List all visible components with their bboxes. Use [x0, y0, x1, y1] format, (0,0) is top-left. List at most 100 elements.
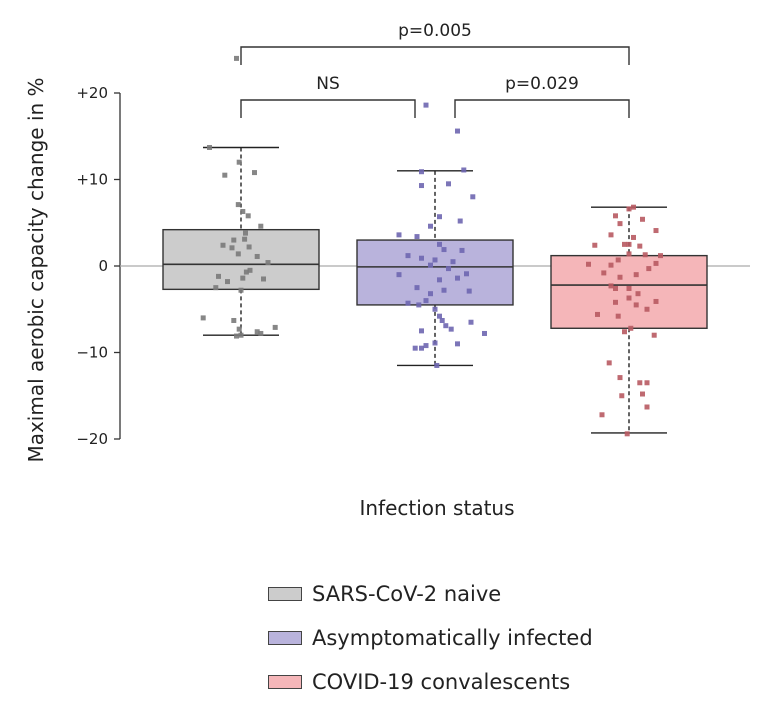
data-point	[617, 274, 623, 280]
box-group	[356, 170, 514, 367]
data-point	[441, 247, 447, 253]
data-point	[482, 330, 487, 336]
data-point	[441, 287, 447, 293]
data-point	[437, 241, 442, 247]
data-point	[258, 330, 264, 336]
data-point	[439, 317, 445, 323]
data-point	[468, 319, 474, 325]
data-point	[624, 431, 630, 437]
data-point	[419, 183, 424, 189]
data-point	[628, 325, 634, 331]
x-axis-title: Infection status	[359, 496, 514, 520]
data-point	[448, 326, 454, 332]
data-point	[265, 260, 271, 266]
data-point	[617, 221, 623, 227]
data-point	[240, 209, 246, 215]
data-point	[466, 288, 472, 294]
data-point	[200, 315, 206, 321]
significance-bracket	[454, 99, 630, 118]
data-point	[419, 345, 424, 351]
y-tick-label: −10	[76, 344, 108, 362]
y-tick-label: +10	[76, 171, 108, 189]
data-point	[414, 234, 420, 240]
data-point	[443, 323, 449, 329]
data-point	[419, 328, 424, 334]
data-point	[470, 194, 476, 200]
data-point	[432, 257, 438, 263]
data-point	[626, 251, 632, 257]
significance-label: NS	[316, 74, 340, 94]
data-point	[646, 266, 652, 272]
data-point	[254, 253, 260, 259]
data-point	[653, 228, 659, 234]
data-point	[637, 380, 643, 386]
data-point	[261, 276, 266, 282]
data-point	[455, 275, 460, 281]
data-point	[455, 128, 460, 134]
data-point	[592, 242, 598, 248]
legend-swatch-asymptomatic	[268, 631, 302, 645]
data-point	[432, 306, 438, 312]
data-point	[626, 295, 632, 301]
significance-bracket	[240, 99, 416, 118]
legend-item-naive: SARS-CoV-2 naive	[268, 572, 593, 616]
data-point	[423, 343, 429, 349]
data-point	[615, 257, 621, 263]
data-point	[586, 261, 591, 267]
data-point	[595, 311, 600, 317]
data-point	[213, 285, 219, 291]
data-point	[225, 279, 230, 285]
data-point	[428, 291, 433, 297]
data-point	[651, 332, 657, 338]
data-point	[434, 362, 440, 368]
y-tick-label: 0	[98, 257, 108, 275]
data-point	[423, 298, 429, 304]
data-point	[631, 234, 636, 240]
data-point	[640, 216, 645, 222]
data-point	[446, 266, 451, 272]
data-point	[234, 55, 239, 61]
data-point	[626, 285, 632, 291]
data-point	[396, 272, 402, 278]
data-point	[613, 213, 618, 219]
data-point	[258, 223, 264, 229]
data-point	[461, 167, 467, 173]
data-point	[622, 241, 627, 247]
legend-item-convalescent: COVID-19 convalescents	[268, 660, 593, 704]
data-point	[455, 341, 460, 347]
data-point	[653, 260, 659, 266]
y-axis-title: Maximal aerobic capacity change in %	[24, 77, 48, 462]
significance-label: p=0.005	[398, 21, 472, 41]
data-point	[238, 332, 244, 338]
legend-label-naive: SARS-CoV-2 naive	[312, 582, 502, 606]
legend-swatch-convalescent	[268, 675, 302, 689]
data-point	[613, 299, 618, 305]
y-tick-label: −20	[76, 430, 108, 448]
data-point	[459, 247, 465, 253]
data-point	[405, 300, 411, 306]
data-point	[412, 345, 418, 351]
data-point	[437, 277, 442, 283]
data-point	[608, 262, 614, 268]
data-point	[637, 243, 643, 249]
data-point	[419, 255, 424, 261]
data-point	[606, 360, 612, 366]
data-point	[644, 380, 650, 386]
data-point	[247, 267, 253, 273]
box-group	[550, 206, 708, 434]
data-point	[416, 302, 422, 308]
data-point	[617, 375, 623, 381]
data-point	[653, 298, 659, 304]
data-point	[457, 218, 463, 224]
data-point	[626, 241, 632, 247]
box-layer	[162, 146, 708, 434]
data-point	[238, 287, 244, 293]
data-point	[601, 270, 607, 276]
data-point	[642, 252, 648, 258]
data-point	[216, 273, 221, 279]
data-point	[243, 230, 248, 236]
significance-bracket	[240, 46, 630, 65]
data-point	[222, 172, 228, 178]
data-point	[437, 214, 442, 220]
box	[356, 239, 514, 306]
